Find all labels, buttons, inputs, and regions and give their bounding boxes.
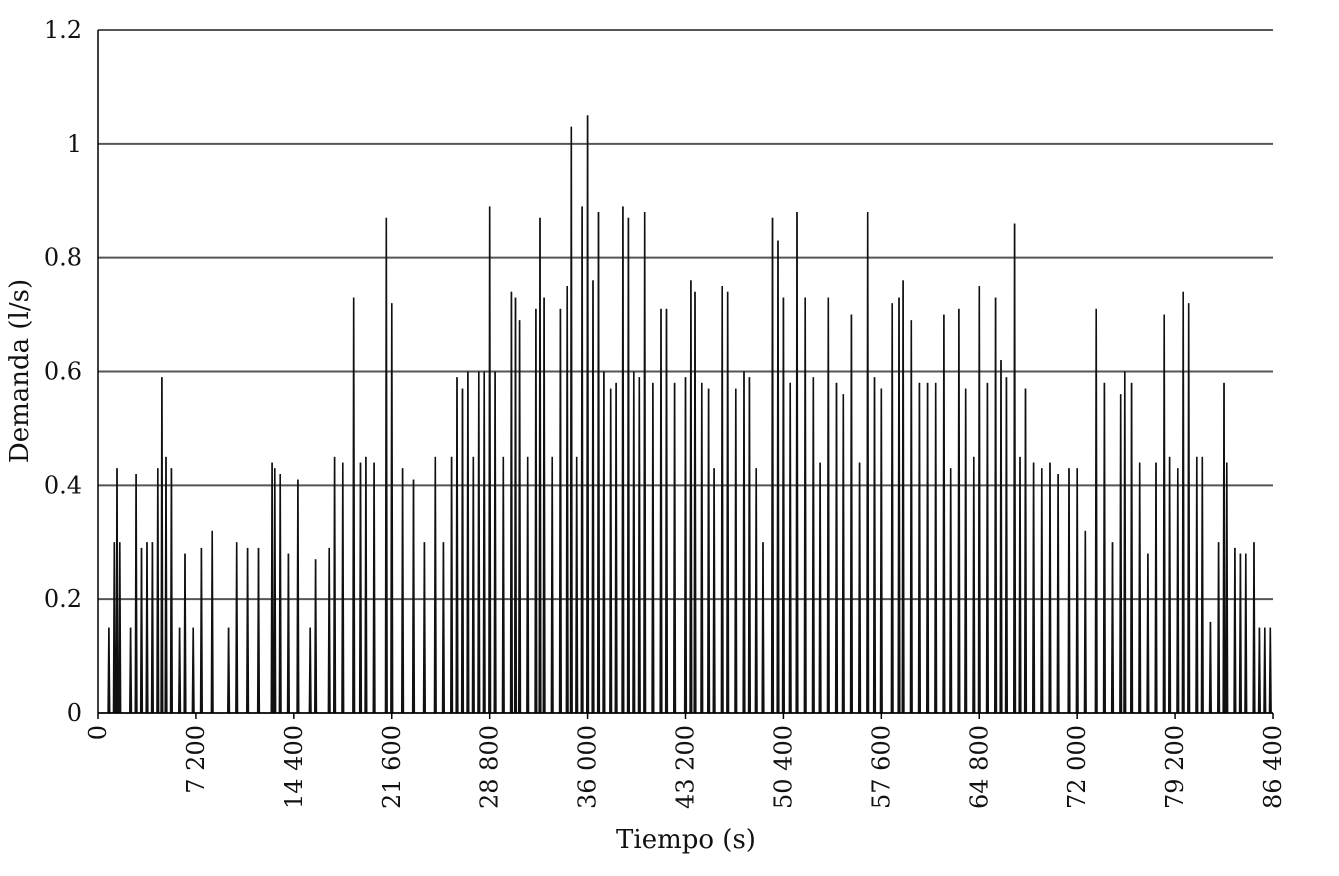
x-tick-label: 7 200 [182, 725, 210, 794]
y-tick-label: 0 [67, 699, 82, 727]
x-tick-label: 86 400 [1259, 725, 1287, 809]
x-axis-title: Tiempo (s) [616, 825, 756, 855]
y-tick-label: 1.2 [44, 16, 82, 44]
x-tick-label: 50 400 [769, 725, 797, 809]
x-tick-label: 64 800 [965, 725, 993, 809]
y-tick-label: 0.4 [44, 471, 82, 499]
x-tick-label: 79 200 [1161, 725, 1189, 809]
x-tick-label: 43 200 [672, 725, 700, 809]
x-tick-label: 36 000 [574, 725, 602, 809]
y-tick-labels: 0 0.2 0.4 0.6 0.8 1 1.2 [44, 16, 82, 727]
x-tick-label: 0 [84, 725, 112, 740]
y-tick-label: 0.8 [44, 244, 82, 272]
x-tick-label: 72 000 [1063, 725, 1091, 809]
y-tick-label: 0.6 [44, 358, 82, 386]
x-tick-label: 57 600 [867, 725, 895, 809]
x-tick-label: 28 800 [476, 725, 504, 809]
demand-series [98, 115, 1273, 714]
x-tick-label: 21 600 [378, 725, 406, 809]
y-tick-label: 1 [67, 130, 82, 158]
y-tick-label: 0.2 [44, 585, 82, 613]
x-tick-labels: 0 7 200 14 400 21 600 28 800 36 000 43 200 50 4… [84, 713, 1287, 809]
y-axis-title: Demanda (l/s) [5, 279, 35, 463]
x-tick-label: 14 400 [280, 725, 308, 809]
